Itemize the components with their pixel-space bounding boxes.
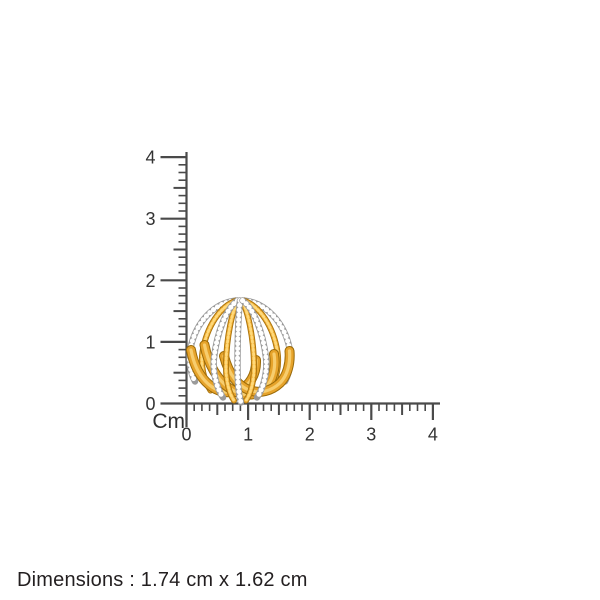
y-axis-tick-label: 4 bbox=[145, 148, 155, 168]
x-axis-tick-label: 2 bbox=[305, 425, 315, 445]
y-axis-tick-label: 2 bbox=[145, 271, 155, 291]
x-axis-tick-label: 3 bbox=[366, 425, 376, 445]
x-axis-tick-label: 0 bbox=[181, 425, 191, 445]
y-axis-tick-label: 1 bbox=[145, 332, 155, 352]
y-axis-tick-label: 3 bbox=[145, 209, 155, 229]
x-axis-tick-label: 4 bbox=[428, 425, 438, 445]
ruler: 0 1 2 3 4 0 1 2 3 4 bbox=[145, 148, 440, 445]
x-axis-tick-label: 1 bbox=[243, 425, 253, 445]
ruler-unit-label: Cm bbox=[152, 410, 185, 433]
product-image-earring bbox=[190, 301, 291, 403]
dimensions-caption: Dimensions : 1.74 cm x 1.62 cm bbox=[17, 569, 308, 591]
y-axis-tick-label: 0 bbox=[145, 394, 155, 414]
